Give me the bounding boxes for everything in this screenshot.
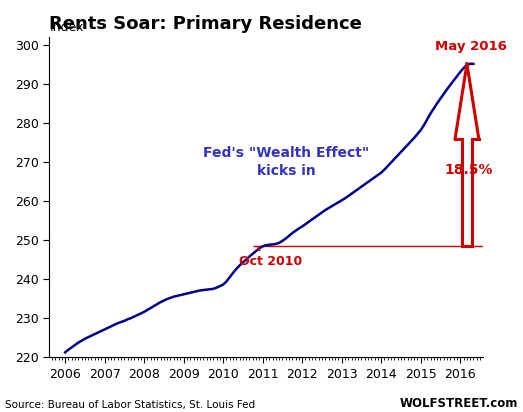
Text: WOLFSTREET.com: WOLFSTREET.com xyxy=(400,397,518,410)
Text: Rents Soar: Primary Residence: Rents Soar: Primary Residence xyxy=(49,15,362,33)
Text: Source: Bureau of Labor Statistics, St. Louis Fed: Source: Bureau of Labor Statistics, St. … xyxy=(5,400,255,410)
Text: Oct 2010: Oct 2010 xyxy=(239,248,302,269)
Text: Fed's "Wealth Effect"
kicks in: Fed's "Wealth Effect" kicks in xyxy=(203,146,369,178)
Text: Index: Index xyxy=(49,21,84,34)
Text: 18.5%: 18.5% xyxy=(444,163,493,177)
Text: May 2016: May 2016 xyxy=(435,40,507,53)
